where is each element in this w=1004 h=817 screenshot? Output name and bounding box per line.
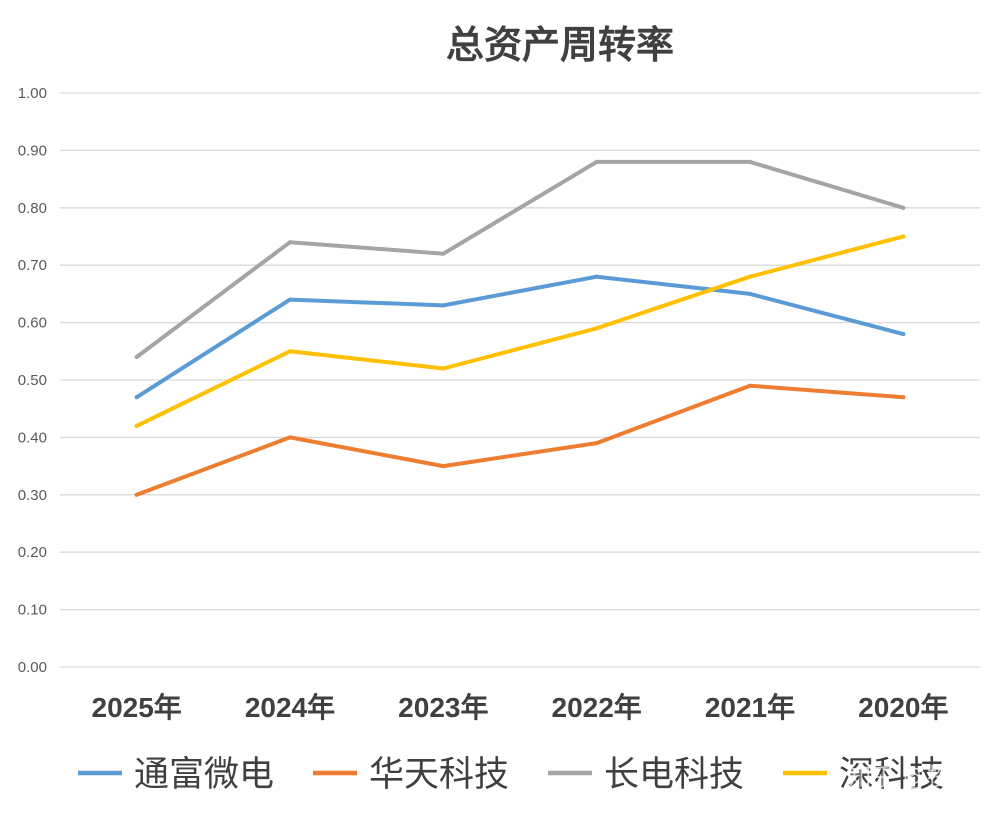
y-tick-label: 0.90 xyxy=(18,142,47,159)
chart-title: 总资产周转率 xyxy=(446,23,674,67)
data-point xyxy=(594,159,599,164)
data-point xyxy=(594,274,599,279)
data-point xyxy=(288,297,292,302)
y-tick-label: 0.20 xyxy=(18,544,47,561)
legend-label: 深科技 xyxy=(839,755,944,795)
series-lines xyxy=(134,159,906,497)
data-point xyxy=(134,355,139,360)
series-line-1 xyxy=(134,383,906,497)
x-tick-label: 2021年 xyxy=(705,691,795,723)
y-tick-label: 0.00 xyxy=(18,659,47,676)
data-point xyxy=(441,366,446,371)
data-point xyxy=(134,395,139,400)
x-axis: 2025年 2024年 2023年 2022年 2021年 2020年 xyxy=(92,691,949,723)
y-tick-label: 0.10 xyxy=(18,602,47,619)
data-point xyxy=(134,492,139,497)
y-tick-label: 0.70 xyxy=(18,257,47,274)
data-point xyxy=(901,395,906,400)
watermark: 知乎 @投楠 xyxy=(847,763,975,791)
data-point xyxy=(441,303,446,308)
data-point xyxy=(288,435,292,440)
y-axis: 0.00 0.10 0.20 0.30 0.40 0.50 0.60 0.70 0.80 0.90… xyxy=(18,85,47,676)
series-line-3 xyxy=(134,234,906,428)
y-tick-label: 0.60 xyxy=(18,315,47,332)
data-point xyxy=(748,159,752,164)
legend-label: 华天科技 xyxy=(369,755,509,795)
data-point xyxy=(748,383,752,388)
y-tick-label: 0.30 xyxy=(18,487,47,504)
y-tick-label: 0.40 xyxy=(18,429,47,446)
data-point xyxy=(901,234,906,239)
series-line-2 xyxy=(134,159,906,359)
data-point xyxy=(901,332,906,337)
legend: 通富微电 华天科技 长电科技 深科技 xyxy=(78,755,944,795)
data-point xyxy=(901,205,906,210)
legend-label: 通富微电 xyxy=(134,755,274,795)
x-tick-label: 2023年 xyxy=(398,691,488,723)
y-tick-label: 0.80 xyxy=(18,200,47,217)
data-point xyxy=(594,326,599,331)
series-line-0 xyxy=(134,274,906,400)
data-point xyxy=(748,291,752,296)
data-point xyxy=(441,251,446,256)
data-point xyxy=(748,274,752,279)
x-tick-label: 2025年 xyxy=(92,691,182,723)
x-tick-label: 2020年 xyxy=(858,691,948,723)
y-tick-label: 0.50 xyxy=(18,372,47,389)
data-point xyxy=(594,441,599,446)
legend-label: 长电科技 xyxy=(604,755,744,795)
data-point xyxy=(288,349,292,354)
y-tick-label: 1.00 xyxy=(18,85,47,102)
x-tick-label: 2022年 xyxy=(552,691,642,723)
data-point xyxy=(441,464,446,469)
data-point xyxy=(288,240,292,245)
gridlines xyxy=(60,92,980,668)
data-point xyxy=(134,423,139,428)
x-tick-label: 2024年 xyxy=(245,691,335,723)
